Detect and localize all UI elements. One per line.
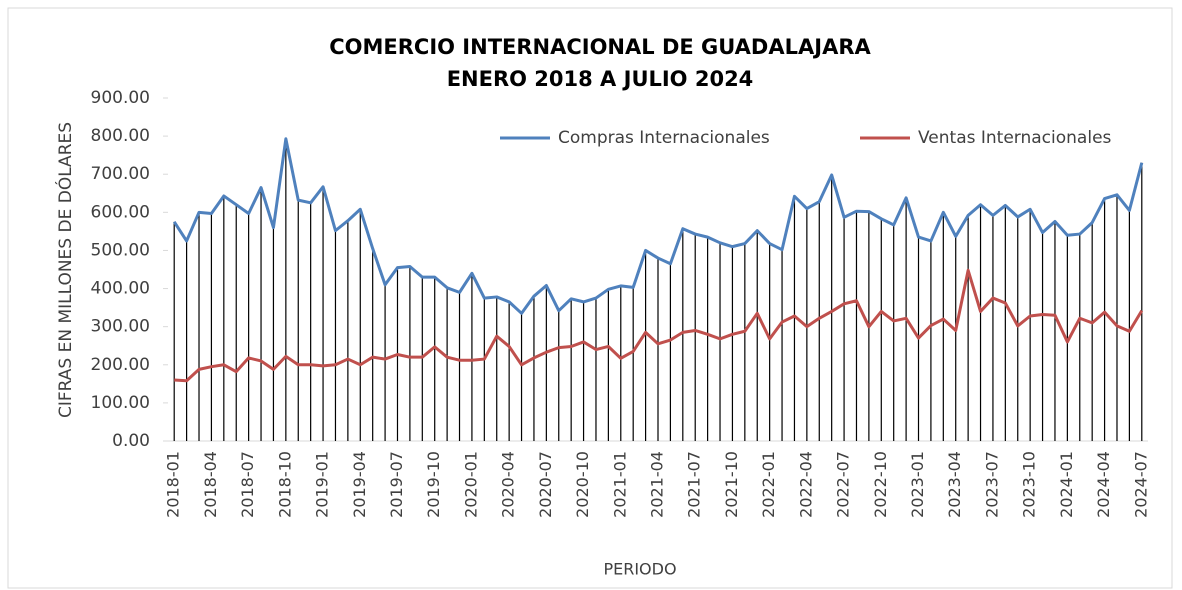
x-tick-label: 2019-01 [313, 451, 332, 518]
x-tick-label: 2021-07 [685, 451, 704, 518]
series-line [172, 137, 1144, 315]
legend-label: Ventas Internacionales [918, 128, 1112, 148]
x-tick-label: 2022-04 [796, 451, 815, 518]
x-tick-label: 2022-07 [834, 451, 853, 518]
chart-title: COMERCIO INTERNACIONAL DE GUADALAJARA [329, 35, 871, 59]
y-tick-label: 700.00 [91, 164, 150, 184]
series-line [174, 268, 1144, 383]
y-tick-label: 100.00 [91, 393, 150, 413]
x-tick-label: 2018-10 [275, 451, 294, 518]
x-tick-label: 2023-04 [945, 451, 964, 518]
x-tick-label: 2020-04 [499, 451, 518, 518]
x-tick-label: 2019-10 [424, 451, 443, 518]
y-tick-label: 400.00 [91, 279, 150, 299]
x-tick-label: 2021-04 [648, 451, 667, 518]
x-tick-label: 2018-07 [238, 451, 257, 518]
y-tick-label: 600.00 [91, 202, 150, 222]
x-tick-label: 2023-01 [908, 451, 927, 518]
legend-label: Compras Internacionales [558, 128, 770, 148]
x-tick-label: 2020-10 [573, 451, 592, 518]
x-tick-label: 2022-01 [759, 451, 778, 518]
y-tick-label: 200.00 [91, 355, 150, 375]
y-tick-label: 500.00 [91, 240, 150, 260]
x-tick-label: 2019-04 [350, 451, 369, 518]
x-tick-label: 2021-10 [722, 451, 741, 518]
x-tick-label: 2023-10 [1020, 451, 1039, 518]
x-tick-label: 2021-01 [610, 451, 629, 518]
x-tick-label: 2022-10 [871, 451, 890, 518]
x-tick-label: 2018-04 [201, 451, 220, 518]
y-tick-label: 300.00 [91, 317, 150, 337]
x-tick-label: 2020-07 [536, 451, 555, 518]
x-tick-label: 2023-07 [982, 451, 1001, 518]
x-tick-label: 2018-01 [164, 451, 183, 518]
y-tick-label: 0.00 [112, 431, 150, 451]
x-tick-label: 2020-01 [461, 451, 480, 518]
y-tick-label: 800.00 [91, 126, 150, 146]
x-tick-label: 2024-04 [1094, 451, 1113, 518]
x-tick-label: 2024-07 [1131, 451, 1150, 518]
chart-title: ENERO 2018 A JULIO 2024 [447, 67, 754, 91]
y-tick-label: 900.00 [91, 88, 150, 108]
chart-border [7, 7, 1173, 589]
x-tick-label: 2024-01 [1057, 451, 1076, 518]
x-axis-label: PERIODO [603, 560, 676, 579]
y-axis-label: CIFRAS EN MILLONES DE DÓLARES [54, 122, 76, 418]
x-tick-label: 2019-07 [387, 451, 406, 518]
